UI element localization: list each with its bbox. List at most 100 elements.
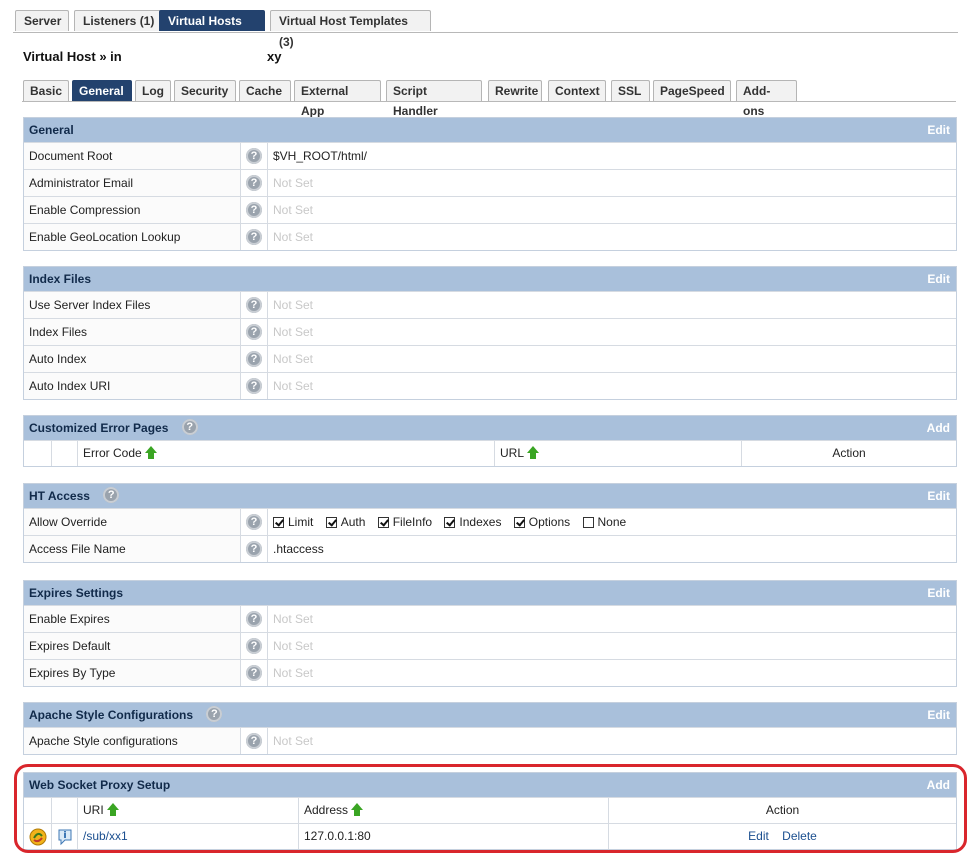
setting-row: Expires Default ? Not Set — [24, 632, 956, 659]
error-pages-title: Customized Error Pages — [29, 421, 169, 435]
help-icon[interactable]: ? — [246, 202, 262, 218]
setting-label: Access File Name — [24, 536, 241, 562]
help-icon[interactable]: ? — [246, 665, 262, 681]
websocket-columns: URI Address Action — [24, 797, 956, 823]
option-indexes[interactable]: Indexes — [444, 509, 501, 535]
option-options[interactable]: Options — [513, 509, 570, 535]
general-header: General Edit — [24, 118, 956, 142]
help-icon[interactable]: ? — [246, 229, 262, 245]
help-icon[interactable]: ? — [246, 351, 262, 367]
help-icon[interactable]: ? — [103, 487, 120, 504]
apache-edit-button[interactable]: Edit — [927, 708, 950, 722]
tab-server[interactable]: Server — [15, 10, 69, 31]
checkbox-unchecked-icon[interactable] — [582, 516, 594, 528]
setting-value: Not Set — [273, 176, 314, 190]
setting-label: Enable Expires — [24, 606, 241, 632]
checkbox-checked-icon[interactable] — [273, 516, 284, 528]
setting-value: Not Set — [273, 230, 314, 244]
tab-cache[interactable]: Cache — [239, 80, 291, 101]
setting-row: Allow Override ? Limit Auth FileInfo Ind… — [24, 508, 956, 535]
checkbox-checked-icon[interactable] — [377, 516, 389, 528]
info-icon[interactable] — [57, 828, 73, 846]
tab-script-handler[interactable]: Script Handler — [386, 80, 482, 118]
column-url[interactable]: URL — [495, 441, 742, 466]
help-icon[interactable]: ? — [246, 611, 262, 627]
setting-row: Enable GeoLocation Lookup ? Not Set — [24, 223, 956, 250]
tab-rewrite[interactable]: Rewrite — [488, 80, 542, 101]
help-icon[interactable]: ? — [206, 706, 223, 723]
tab-add-ons[interactable]: Add-ons — [736, 80, 797, 118]
option-label: FileInfo — [392, 515, 433, 529]
tab-listeners[interactable]: Listeners (1) — [74, 10, 167, 31]
apache-title: Apache Style Configurations — [29, 708, 194, 722]
tab-security[interactable]: Security — [174, 80, 236, 101]
table-row: /sub/xx1 127.0.0.1:80 Edit Delete — [24, 823, 956, 849]
tab-virtual-hosts[interactable]: Virtual Hosts (4) — [159, 10, 265, 49]
index-files-title: Index Files — [29, 272, 92, 286]
setting-row: Index Files ? Not Set — [24, 318, 956, 345]
setting-row: Use Server Index Files ? Not Set — [24, 291, 956, 318]
setting-value: .htaccess — [273, 542, 324, 556]
help-icon[interactable]: ? — [181, 419, 198, 436]
websocket-add-button[interactable]: Add — [926, 778, 950, 792]
help-icon[interactable]: ? — [246, 378, 262, 394]
option-fileinfo[interactable]: FileInfo — [377, 509, 433, 535]
column-label: Address — [304, 803, 349, 817]
sort-up-arrow-icon[interactable] — [144, 446, 157, 460]
help-icon[interactable]: ? — [246, 638, 262, 654]
help-icon[interactable]: ? — [246, 297, 262, 313]
tab-basic[interactable]: Basic — [23, 80, 69, 101]
setting-label: Auto Index URI — [24, 373, 241, 399]
setting-label: Enable GeoLocation Lookup — [24, 224, 241, 250]
setting-row: Enable Expires ? Not Set — [24, 605, 956, 632]
help-icon[interactable]: ? — [246, 514, 262, 530]
websocket-uri-link[interactable]: /sub/xx1 — [78, 824, 299, 849]
tab-pagespeed[interactable]: PageSpeed — [653, 80, 731, 101]
help-icon[interactable]: ? — [246, 148, 262, 164]
help-icon[interactable]: ? — [246, 324, 262, 340]
option-label: Auth — [340, 515, 366, 529]
help-icon[interactable]: ? — [246, 733, 262, 749]
tab-virtual-host-templates[interactable]: Virtual Host Templates (3) — [270, 10, 431, 49]
htaccess-edit-button[interactable]: Edit — [927, 489, 950, 503]
edit-link[interactable]: Edit — [748, 829, 769, 843]
checkbox-checked-icon[interactable] — [444, 516, 456, 528]
index-files-edit-button[interactable]: Edit — [927, 272, 950, 286]
highlight-annotation — [14, 764, 967, 853]
websocket-title: Web Socket Proxy Setup — [29, 778, 171, 792]
expires-header: Expires Settings Edit — [24, 581, 956, 605]
expires-panel: Expires Settings Edit Enable Expires ? N… — [23, 580, 957, 687]
option-label: Limit — [288, 515, 314, 529]
checkbox-checked-icon[interactable] — [325, 516, 337, 528]
tab-log[interactable]: Log — [135, 80, 171, 101]
sort-up-arrow-icon[interactable] — [106, 803, 119, 817]
column-uri[interactable]: URI — [78, 798, 299, 823]
help-icon[interactable]: ? — [246, 175, 262, 191]
setting-label: Auto Index — [24, 346, 241, 372]
error-pages-add-button[interactable]: Add — [926, 421, 950, 435]
option-limit[interactable]: Limit — [273, 509, 313, 535]
sort-up-arrow-icon[interactable] — [527, 446, 540, 460]
tab-ssl[interactable]: SSL — [611, 80, 650, 101]
error-pages-columns: Error Code URL Action — [24, 440, 956, 466]
websocket-address: 127.0.0.1:80 — [299, 824, 609, 849]
option-auth[interactable]: Auth — [325, 509, 366, 535]
checkbox-checked-icon[interactable] — [513, 516, 525, 528]
column-error-code[interactable]: Error Code — [78, 441, 495, 466]
sort-up-arrow-icon[interactable] — [351, 803, 364, 817]
help-icon[interactable]: ? — [246, 541, 262, 557]
option-none[interactable]: None — [582, 509, 626, 535]
setting-label: Enable Compression — [24, 197, 241, 223]
setting-value: Not Set — [273, 298, 314, 312]
column-address[interactable]: Address — [299, 798, 609, 823]
htaccess-header: HT Access ? Edit — [24, 484, 956, 508]
tab-context[interactable]: Context — [548, 80, 606, 101]
expires-edit-button[interactable]: Edit — [927, 586, 950, 600]
setting-label: Index Files — [24, 319, 241, 345]
tab-general[interactable]: General — [72, 80, 132, 101]
option-label: Indexes — [459, 515, 502, 529]
override-options: Limit Auth FileInfo Indexes Options None — [268, 509, 956, 535]
delete-link[interactable]: Delete — [782, 829, 817, 843]
general-edit-button[interactable]: Edit — [927, 123, 950, 137]
tab-external-app[interactable]: External App — [294, 80, 381, 118]
